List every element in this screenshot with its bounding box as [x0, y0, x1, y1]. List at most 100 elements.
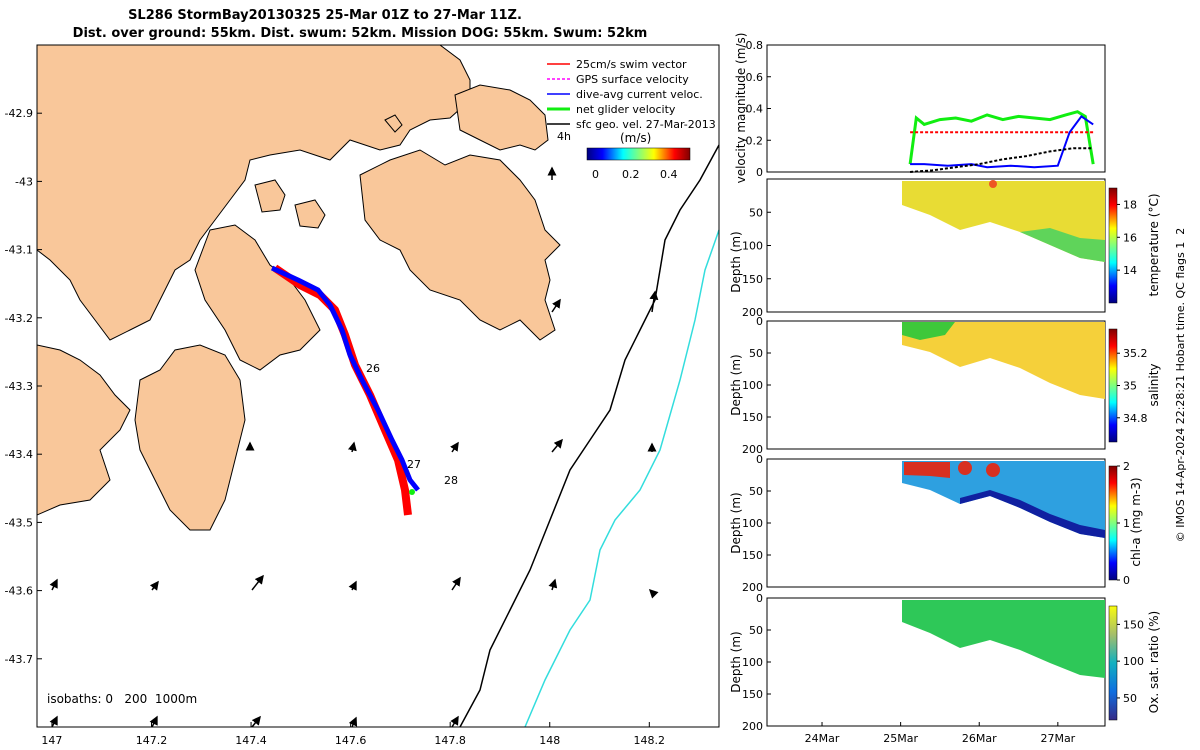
depth-tick-label: 50 — [749, 485, 763, 498]
velocity-axes: 0 0.2 0.4 0.6 0.8 — [746, 39, 771, 179]
oxygen-axes: 0 50 100 150 200 50 100 150 24Mar 25Mar 26Mar 27Mar — [742, 592, 1144, 745]
sfc-velocity-arrows — [49, 166, 659, 728]
colorbar-title: (m/s) — [620, 131, 651, 145]
velocity-arrow — [450, 441, 459, 453]
velocity-arrow — [551, 438, 563, 453]
temperature-cool-band — [1020, 228, 1105, 262]
map-y-tick-label: -42.9 — [5, 107, 33, 120]
velocity-y-tick-label: 0.6 — [746, 71, 764, 84]
oxygen-cbar-label: Ox. sat. ratio (%) — [1147, 611, 1161, 713]
legend-dive-avg: dive-avg current veloc. — [576, 88, 703, 101]
temperature-colorbar — [1108, 187, 1118, 304]
depth-tick-label: 50 — [749, 206, 763, 219]
velocity-y-tick-label: 0.8 — [746, 39, 764, 52]
temperature-axes: 50 100 150 200 14 16 18 — [742, 198, 1137, 319]
oxygen-ylabel: Depth (m) — [729, 631, 743, 692]
salinity-colorbar — [1108, 328, 1118, 443]
isobath-200m — [459, 144, 720, 728]
map-y-tick-label: -43.1 — [5, 244, 33, 257]
temperature-warm-spot — [989, 180, 997, 188]
land-island — [254, 179, 286, 213]
title-line-1: SL286 StormBay20130325 25-Mar 01Z to 27-… — [128, 8, 522, 23]
land-central — [194, 224, 321, 371]
glider-end-marker — [409, 489, 415, 495]
velocity-arrow — [649, 290, 659, 313]
chlorophyll-panel: chl-a (mg m-3) Depth (m) 0 50 100 150 200 0 1 2 — [729, 453, 1143, 594]
depth-tick-label: 0 — [756, 315, 763, 328]
colorbar-tick-label: 2 — [1123, 460, 1130, 473]
map-x-tick-label: 148 — [539, 734, 560, 747]
speed-colorbar — [586, 147, 691, 161]
chlorophyll-colorbar — [1108, 465, 1118, 581]
velocity-arrow — [149, 715, 158, 728]
map-x-tick-label: 147.2 — [136, 734, 168, 747]
land-northeast — [454, 84, 549, 151]
velocity-arrow — [49, 578, 58, 591]
velocity-arrow — [451, 576, 461, 591]
depth-tick-label: 200 — [742, 306, 763, 319]
colorbar-tick-label: 14 — [1123, 264, 1137, 277]
depth-tick-label: 150 — [742, 549, 763, 562]
colorbar-tick-label: 100 — [1123, 655, 1144, 668]
oxygen-colorbar — [1108, 605, 1118, 721]
chlorophyll-surface-bloom — [904, 462, 950, 478]
depth-tick-label: 150 — [742, 688, 763, 701]
colorbar-tick-label: 50 — [1123, 692, 1137, 705]
legend-net-glider: net glider velocity — [576, 103, 676, 116]
colorbar-tick-label: 18 — [1123, 198, 1137, 211]
land-shapes — [37, 45, 561, 531]
depth-tick-label: 0 — [756, 453, 763, 466]
colorbar-tick-label: 1 — [1123, 517, 1130, 530]
day-label-28: 28 — [444, 474, 458, 487]
depth-tick-label: 50 — [749, 347, 763, 360]
land-south-peninsula — [134, 344, 246, 531]
isobaths-label: isobaths: 0 200 1000m — [47, 692, 197, 706]
salinity-fresh-patch — [902, 322, 955, 340]
credit-text: © IMOS 14-Apr-2024 22:28:21 Hobart time.… — [1174, 228, 1187, 542]
velocity-arrow — [348, 580, 357, 591]
land-east — [359, 149, 561, 341]
map-x-tick-label: 147 — [41, 734, 62, 747]
depth-tick-label: 150 — [742, 411, 763, 424]
depth-tick-label: 200 — [742, 720, 763, 733]
velocity-y-tick-label: 0.4 — [746, 103, 764, 116]
depth-tick-label: 100 — [742, 379, 763, 392]
time-tick-label: 27Mar — [1040, 732, 1075, 745]
day-label-26: 26 — [366, 362, 380, 375]
map-y-tick-label: -43 — [15, 175, 33, 188]
map-legend: 25cm/s swim vector GPS surface velocity … — [547, 58, 716, 181]
day-label-27: 27 — [407, 458, 421, 471]
depth-tick-label: 100 — [742, 240, 763, 253]
map-y-tick-label: -43.4 — [5, 448, 33, 461]
salinity-panel: salinity Depth (m) 0 50 100 150 200 34.8 35 35.… — [729, 315, 1161, 456]
velocity-panel-frame — [766, 44, 1106, 173]
velocity-panel: 0 0.2 0.4 0.6 0.8 velocity magnitude (m/s) — [734, 33, 1106, 183]
chlorophyll-bloom-patch — [986, 463, 1000, 477]
title-line-2: Dist. over ground: 55km. Dist. swum: 52k… — [73, 26, 648, 41]
land-island — [384, 114, 403, 133]
map-panel: 26 27 28 25c — [5, 44, 720, 747]
map-axes: 147 147.2 147.4 147.6 147.8 148 148.2 -42.9 -43 -… — [5, 107, 666, 747]
depth-tick-label: 100 — [742, 656, 763, 669]
oxygen-panel: Ox. sat. ratio (%) Depth (m) 0 50 100 150 20… — [729, 592, 1161, 745]
colorbar-tick-0.4: 0.4 — [660, 168, 678, 181]
map-y-tick-label: -43.5 — [5, 516, 33, 529]
salinity-axes: 0 50 100 150 200 34.8 35 35.2 — [742, 315, 1148, 456]
velocity-arrow — [149, 580, 159, 591]
chlorophyll-ylabel: Depth (m) — [729, 492, 743, 553]
legend-sfc-geo: sfc geo. vel. 27-Mar-2013 — [576, 118, 716, 131]
chlorophyll-deep-low — [960, 490, 1105, 538]
legend-gps-velocity: GPS surface velocity — [576, 73, 689, 86]
glider-track-blue — [270, 265, 420, 492]
velocity-arrow — [347, 441, 357, 453]
salinity-section — [902, 322, 1105, 399]
map-y-tick-label: -43.2 — [5, 312, 33, 325]
velocity-arrow — [450, 715, 459, 728]
colorbar-tick-0: 0 — [592, 168, 599, 181]
land-west — [37, 45, 471, 341]
colorbar-tick-label: 34.8 — [1123, 412, 1148, 425]
map-x-tick-label: 148.2 — [634, 734, 666, 747]
colorbar-tick-0.2: 0.2 — [622, 168, 640, 181]
salinity-ylabel: Depth (m) — [729, 354, 743, 415]
velocity-arrow — [251, 715, 261, 728]
